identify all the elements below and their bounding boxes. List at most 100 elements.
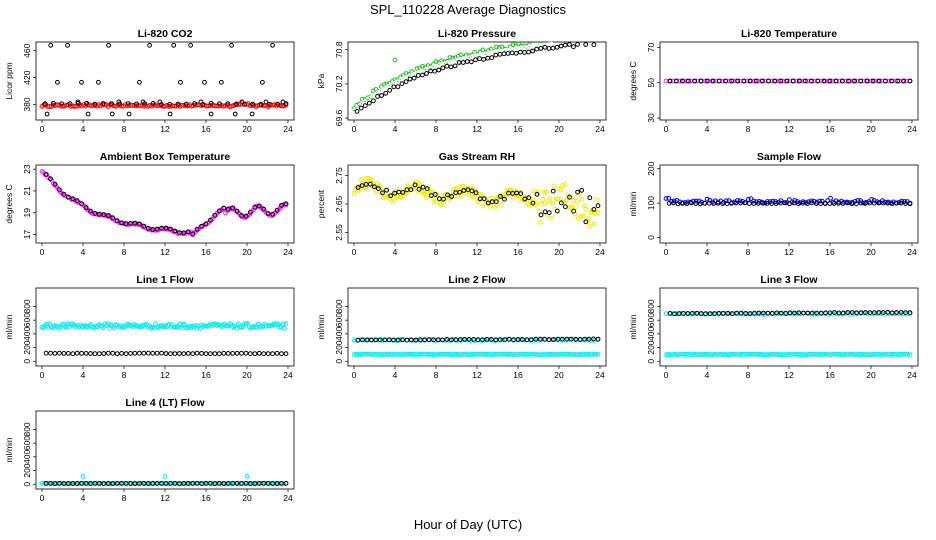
data-point [358,352,364,357]
data-point [521,45,527,51]
panel-title: Li-820 Pressure [438,28,516,40]
data-point [429,352,435,357]
data-point [582,336,587,342]
data-point [175,101,181,107]
data-point [880,352,886,357]
x-tick-label: 4 [393,247,398,257]
data-point [234,480,240,486]
data-point [423,352,429,357]
data-point [408,187,414,193]
data-point [208,480,213,486]
data-point [765,199,770,204]
data-point [831,201,837,206]
data-point [702,200,708,206]
data-point [541,352,547,357]
data-point [172,228,178,234]
data-point [854,201,859,207]
data-point [860,352,866,357]
x-tick-label: 8 [122,493,127,503]
x-tick-label: 8 [746,124,751,134]
data-point [719,352,725,357]
data-point [882,351,888,357]
data-point [248,481,253,486]
y-tick-label: 460 [22,43,32,57]
x-tick-label: 24 [907,247,917,257]
data-point [510,352,516,358]
data-point [686,351,691,357]
data-point [847,351,852,357]
data-point [528,337,534,343]
data-point [580,213,586,219]
data-point [448,64,454,70]
data-point [858,198,863,204]
data-point [230,480,236,486]
x-tick-label: 16 [513,247,523,257]
data-point [388,193,394,199]
data-point [526,351,531,357]
data-point [797,351,803,357]
data-point [159,481,165,486]
data-point [105,350,111,356]
data-point [43,171,49,177]
data-point [185,351,191,356]
data-point [488,50,494,56]
data-point [771,351,776,357]
data-point [748,196,754,202]
data-point [452,351,458,357]
data-point [74,481,80,486]
data-point [177,230,182,236]
x-tick-label: 4 [705,247,710,257]
x-tick-label: 12 [160,124,170,134]
y-axis-label: ml/min [316,314,326,339]
plot-frame [347,164,607,244]
data-point [208,217,213,223]
data-point [441,351,446,357]
data-point [70,196,76,202]
data-point [706,200,712,206]
data-point [231,480,237,486]
x-tick-label: 12 [472,370,482,380]
data-point [175,481,180,486]
data-point [59,101,65,107]
panel-9: Line 4 (LT) Flow 0 4 8 12 16 20 24 0 200400600800… [4,397,295,503]
data-point [252,351,258,357]
data-point [522,50,527,55]
data-point [858,78,864,84]
data-point [483,51,489,57]
data-point [573,204,579,210]
y-tick-label: 21 [22,186,32,196]
y-tick-label: 2.75 [334,167,344,184]
line2-black-series [355,336,601,343]
data-point [373,337,379,343]
data-point [42,481,47,486]
data-point [861,200,866,206]
y-tick-label: 70.8 [334,41,344,58]
data-point [674,352,680,358]
data-point [747,201,752,206]
data-point [283,351,289,357]
data-point [479,192,484,198]
data-point [159,225,165,231]
data-point [549,215,554,221]
data-point [395,77,401,83]
x-tick-label: 0 [40,493,45,503]
data-point [898,351,904,357]
data-point [442,61,447,67]
data-point [476,351,482,357]
data-point [864,78,870,84]
data-point [858,351,864,357]
data-point [163,351,169,356]
data-point [413,337,419,343]
data-point [689,310,695,316]
data-point [766,78,771,84]
data-point [889,310,895,316]
x-tick-label: 4 [705,370,710,380]
data-point [474,352,480,357]
data-point [480,337,485,343]
data-point [579,352,585,358]
data-point [43,350,49,356]
data-point [788,352,794,358]
data-point [360,351,366,357]
data-point [57,187,62,193]
data-point [507,44,513,50]
